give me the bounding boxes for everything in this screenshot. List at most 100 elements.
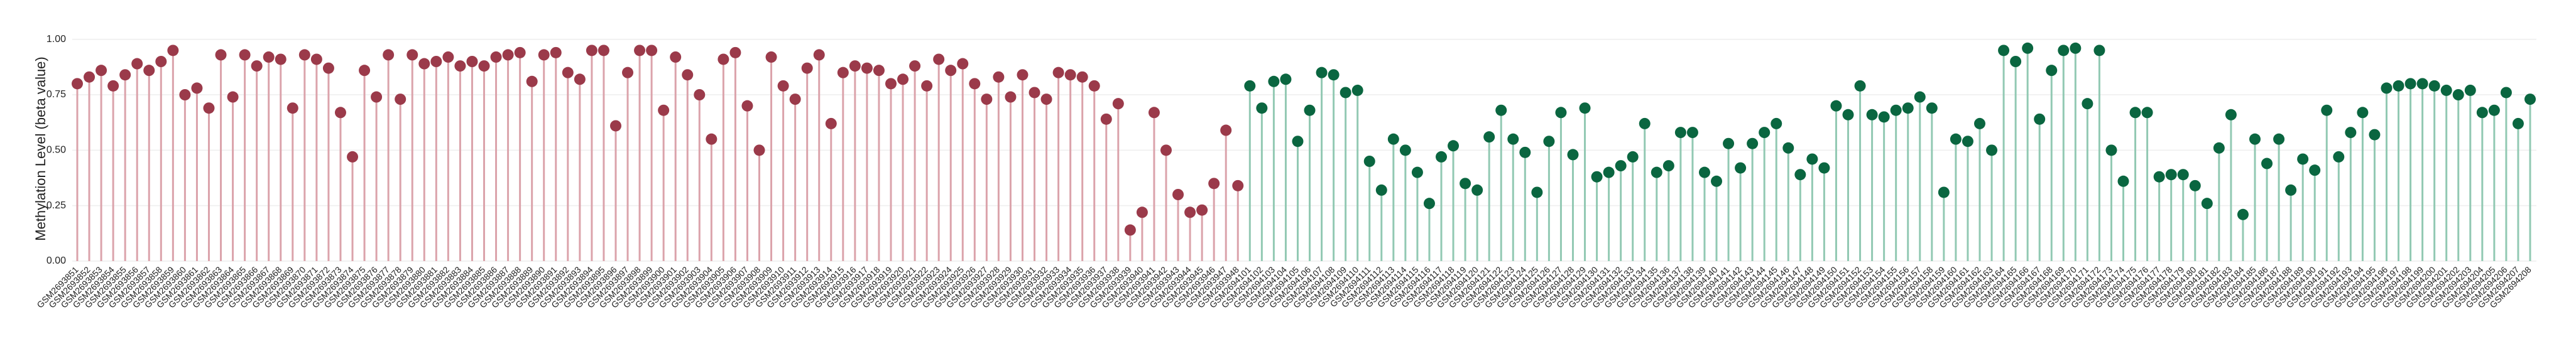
dot [1938,186,1950,198]
dot [1017,69,1029,81]
dot [1208,178,1220,190]
dot [526,75,538,87]
dot [1244,80,1256,92]
dot [1375,184,1387,196]
dot [2369,129,2381,141]
dot [478,60,490,72]
dot [2141,107,2153,119]
dot [2357,107,2369,119]
dot [2129,107,2141,119]
dot [1448,140,1460,152]
dot [1076,71,1088,83]
dot [2022,42,2034,54]
dot [2070,42,2082,54]
dot [2321,104,2333,116]
dot [502,49,514,61]
dot [1460,178,1471,190]
dot [586,45,598,56]
dot [72,78,83,90]
dot [2393,80,2404,92]
dot [1172,189,1184,200]
dot [1436,151,1448,163]
dot [2524,94,2536,105]
dot [2333,151,2345,163]
dot [957,58,969,70]
dot [2345,127,2357,139]
dot [84,71,96,83]
dot [789,94,801,105]
dot [2034,113,2046,125]
dot [706,133,718,145]
dot [1088,80,1100,92]
y-axis-label: Methylation Level (beta value) [33,56,48,241]
dot [1866,109,1878,120]
dot [658,104,670,116]
dot [418,58,430,70]
dot [1818,162,1830,174]
dot [1902,102,1914,114]
dot [275,53,287,65]
dot [849,60,861,72]
dot [2297,153,2309,165]
y-tick-label: 0.00 [46,255,66,266]
dot [729,46,741,58]
dot [347,151,359,163]
dot [1962,136,1973,147]
dot [2273,133,2285,145]
dot [1686,127,1698,139]
dot [981,94,993,105]
dot [2153,171,2165,183]
dot [753,144,765,156]
dot [179,89,191,100]
dot [765,51,777,63]
dot [1387,133,1399,145]
dot [1890,104,1902,116]
dot [1830,100,1842,112]
dot [310,53,322,65]
dot [1423,198,1435,210]
dot [1627,151,1639,163]
dot [2010,56,2022,67]
dot [2237,208,2249,220]
dot [1328,69,1340,81]
dot [945,65,957,77]
dot [1232,179,1244,191]
dot [2165,169,2177,181]
dot [1854,80,1866,92]
dot [407,49,418,61]
dot [1292,136,1304,147]
dot [2404,78,2416,90]
dot [1471,184,1483,196]
dot [2201,198,2213,210]
dot [1926,102,1938,114]
dot [203,102,215,114]
dot [298,49,310,61]
dot [2285,184,2297,196]
dot [1483,131,1495,143]
dot [777,80,789,92]
dot [861,62,873,74]
dot [1519,146,1531,158]
dot [1148,107,1160,119]
dot [2440,84,2452,96]
dot [1567,149,1579,161]
dot [383,49,395,61]
dot [1662,160,1674,172]
dot [873,65,885,77]
dot [359,65,371,77]
dot [2249,133,2261,145]
dot [2213,142,2225,154]
dot [1399,144,1411,156]
dot [1268,75,1280,87]
dot [1711,175,1723,187]
dot [1340,87,1351,99]
dot [2177,169,2189,181]
dot [1495,104,1507,116]
dot [2309,164,2321,176]
dot [1555,107,1567,119]
dot [1351,84,1363,96]
dot [969,78,981,90]
dot [2512,117,2524,129]
dot [1782,142,1794,154]
